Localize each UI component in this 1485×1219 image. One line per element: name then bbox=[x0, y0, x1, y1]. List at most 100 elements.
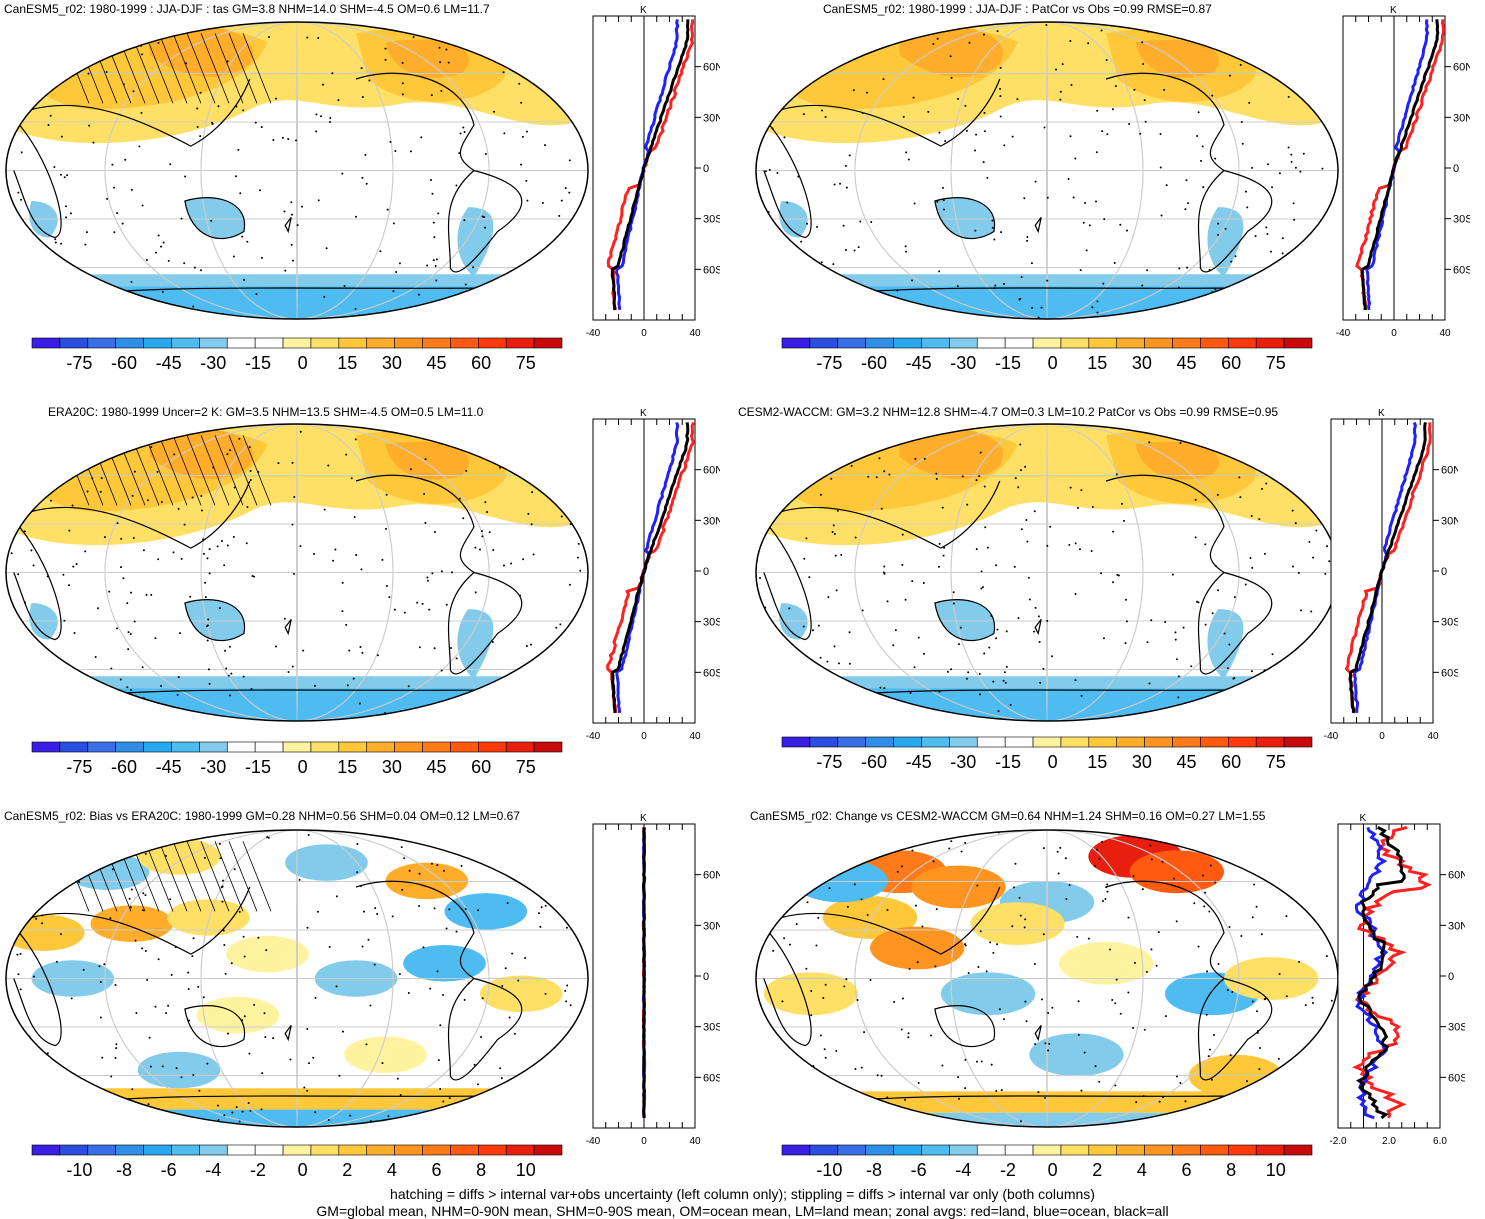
colorbar-tick-label: -6 bbox=[911, 1160, 927, 1180]
stipple-dot bbox=[1094, 1065, 1097, 1068]
stipple-dot bbox=[579, 223, 582, 226]
graticule-meridian bbox=[854, 830, 1240, 1127]
stipple-dot bbox=[772, 1070, 775, 1073]
stipple-dot bbox=[870, 220, 873, 223]
stipple-dot bbox=[18, 242, 21, 245]
stipple-dot bbox=[1082, 221, 1085, 224]
stipple-dot bbox=[1217, 589, 1220, 592]
colorbar-tick-label: -30 bbox=[950, 353, 976, 373]
stipple-dot bbox=[992, 680, 995, 683]
stipple-dot bbox=[113, 231, 116, 234]
stipple-dot bbox=[982, 161, 985, 164]
stipple-dot bbox=[361, 96, 364, 99]
stipple-dot bbox=[1159, 309, 1162, 312]
stipple-dot bbox=[84, 550, 87, 553]
stipple-dot bbox=[1251, 916, 1254, 919]
stipple-dot bbox=[1096, 311, 1099, 314]
stipple-dot bbox=[124, 158, 127, 161]
stipple-dot bbox=[1026, 235, 1029, 238]
stipple-dot bbox=[116, 522, 119, 525]
stipple-dot bbox=[99, 981, 102, 984]
stipple-dot bbox=[790, 900, 793, 903]
stipple-dot bbox=[1069, 486, 1072, 489]
stipple-dot bbox=[140, 111, 143, 114]
colorbar-swatch bbox=[87, 337, 116, 349]
stipple-dot bbox=[499, 1067, 502, 1070]
zonal-all-line bbox=[1356, 826, 1406, 1120]
stipple-dot bbox=[1187, 19, 1189, 21]
stipple-dot bbox=[819, 656, 822, 659]
colorbar-tick-label: 0 bbox=[298, 757, 308, 777]
stipple-dot bbox=[1277, 1088, 1280, 1091]
stipple-dot bbox=[859, 220, 862, 223]
stipple-dot bbox=[16, 495, 19, 498]
stipple-dot bbox=[827, 596, 830, 599]
stipple-dot bbox=[1182, 626, 1185, 629]
y-tick-label: 60S bbox=[703, 264, 720, 276]
stipple-dot bbox=[510, 562, 513, 565]
colorbar-swatch bbox=[59, 337, 89, 349]
anomaly-field bbox=[934, 599, 995, 641]
stipple-dot bbox=[1142, 62, 1145, 65]
stipple-dot bbox=[1121, 421, 1123, 423]
stipple-dot bbox=[19, 952, 22, 955]
stipple-dot bbox=[463, 219, 466, 222]
colorbar-swatch bbox=[338, 337, 368, 349]
stipple-dot bbox=[379, 250, 382, 253]
map-panel-5 bbox=[5, 829, 589, 1128]
stipple-dot bbox=[1326, 277, 1329, 280]
stipple-dot bbox=[1072, 196, 1075, 199]
stipple-dot bbox=[477, 909, 480, 912]
x-tick-label: -40 bbox=[1336, 328, 1351, 339]
stipple-dot bbox=[866, 91, 869, 94]
stipple-dot bbox=[422, 946, 425, 949]
stipple-dot bbox=[289, 1058, 292, 1061]
stipple-dot bbox=[126, 686, 129, 689]
colorbar-swatch bbox=[533, 741, 563, 753]
stipple-dot bbox=[1187, 202, 1190, 205]
stipple-dot bbox=[1085, 249, 1088, 252]
stipple-dot bbox=[247, 1101, 250, 1104]
stipple-dot bbox=[243, 955, 246, 958]
stipple-dot bbox=[1211, 94, 1214, 97]
stipple-dot bbox=[435, 258, 438, 261]
stipple-dot bbox=[208, 548, 211, 551]
stipple-dot bbox=[473, 1063, 476, 1066]
stipple-dot bbox=[781, 1000, 784, 1003]
stipple-dot bbox=[836, 509, 839, 512]
stipple-dot bbox=[160, 685, 163, 688]
stipple-dot bbox=[229, 449, 232, 452]
stipple-dot bbox=[1024, 1000, 1027, 1003]
coastline bbox=[13, 926, 62, 1047]
stipple-dot bbox=[82, 845, 85, 848]
stipple-dot bbox=[1074, 679, 1077, 682]
panel-title-4: CESM2-WACCM: GM=3.2 NHM=12.8 SHM=-4.7 OM… bbox=[738, 405, 1279, 419]
colorbar-tick-label: -2 bbox=[1000, 1160, 1016, 1180]
stipple-dot bbox=[1224, 227, 1227, 230]
stipple-dot bbox=[174, 946, 177, 949]
stipple-dot bbox=[1263, 998, 1266, 1001]
stipple-dot bbox=[1113, 261, 1116, 264]
stipple-dot bbox=[458, 497, 461, 500]
stipple-dot bbox=[519, 594, 522, 597]
stipple-dot bbox=[395, 270, 398, 273]
stipple-dot bbox=[1046, 544, 1049, 547]
stipple-dot bbox=[83, 1095, 86, 1098]
stipple-dot bbox=[10, 552, 13, 555]
stipple-dot bbox=[1024, 465, 1027, 468]
colorbar-swatch bbox=[254, 741, 284, 753]
stipple-dot bbox=[1145, 970, 1148, 973]
stipple-dot bbox=[228, 694, 231, 697]
stipple-dot bbox=[524, 957, 527, 960]
stipple-dot bbox=[912, 96, 915, 99]
stipple-dot bbox=[368, 79, 371, 82]
stipple-dot bbox=[508, 1016, 511, 1019]
stipple-dot bbox=[817, 1077, 820, 1080]
stipple-dot bbox=[901, 563, 904, 566]
stipple-dot bbox=[980, 570, 983, 573]
anomaly-field bbox=[385, 39, 469, 78]
colorbar-tick-label: 15 bbox=[1087, 752, 1107, 772]
stipple-dot bbox=[1193, 711, 1196, 714]
stipple-dot bbox=[549, 424, 552, 426]
